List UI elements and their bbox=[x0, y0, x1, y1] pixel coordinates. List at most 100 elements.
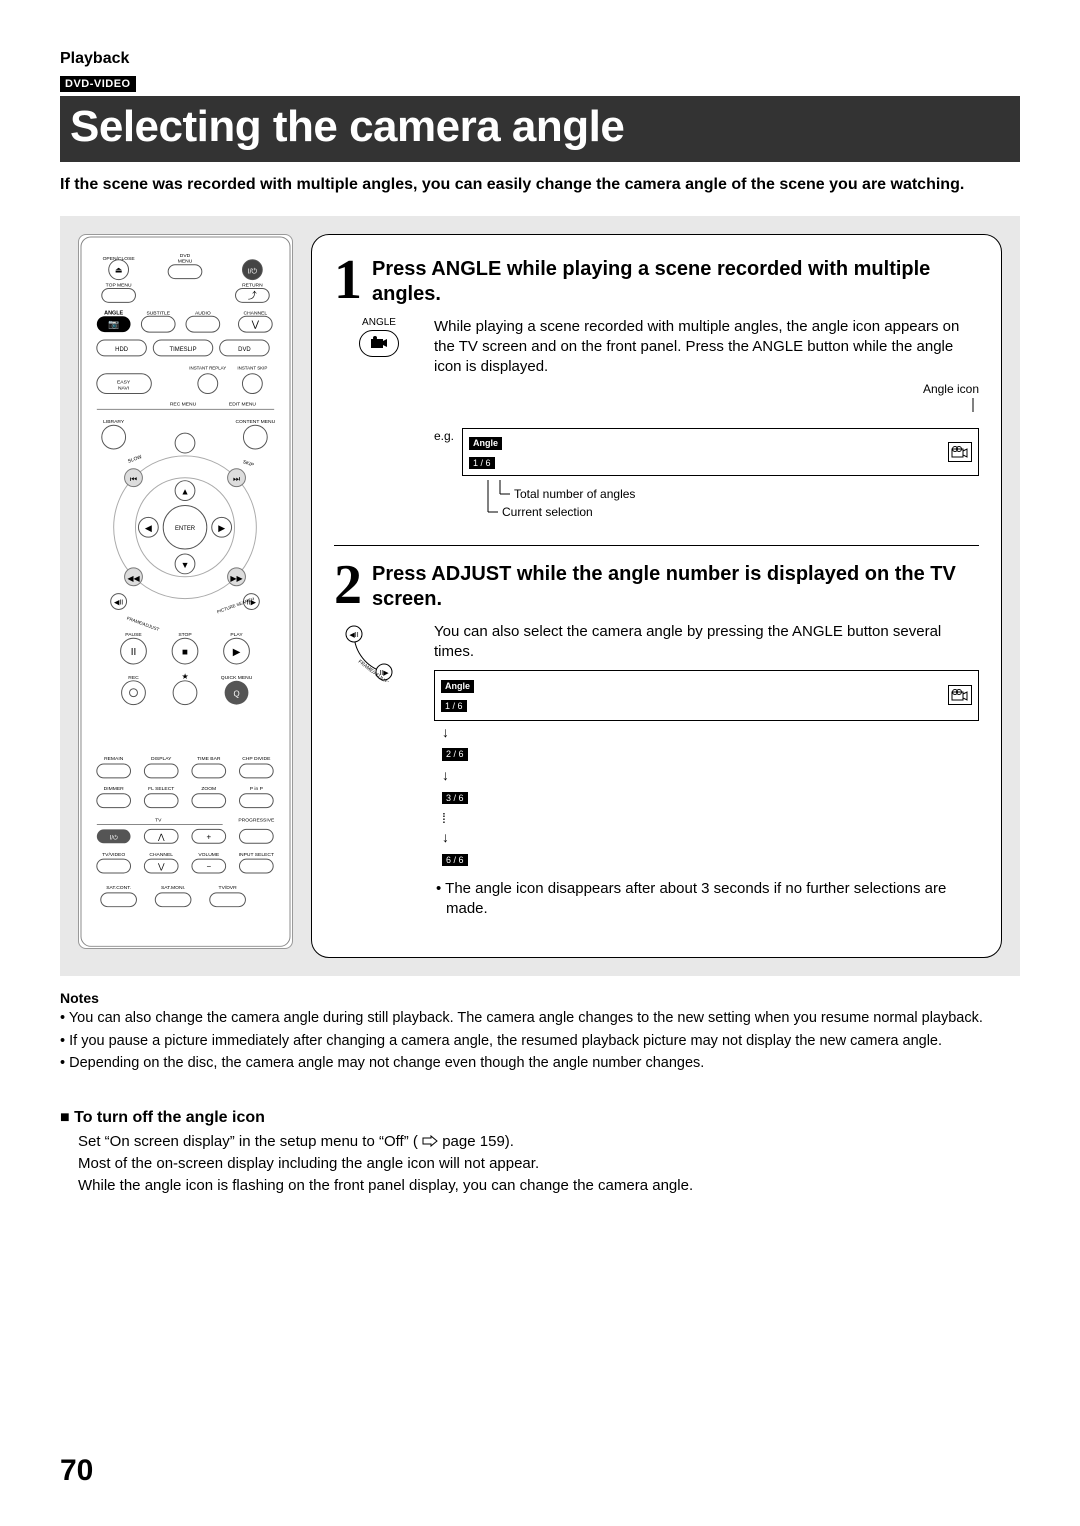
svg-text:◀◀: ◀◀ bbox=[127, 573, 140, 582]
svg-text:TIME BAR: TIME BAR bbox=[197, 756, 221, 762]
svg-text:★: ★ bbox=[181, 671, 188, 680]
angle-sequence-box: Angle 1 / 6 bbox=[434, 670, 979, 721]
media-badge: DVD-VIDEO bbox=[60, 76, 136, 92]
svg-text:TV/VIDEO: TV/VIDEO bbox=[102, 852, 125, 858]
pointer-line bbox=[967, 398, 979, 414]
angle-icon-label: Angle icon bbox=[434, 381, 979, 397]
page-number: 70 bbox=[60, 1454, 93, 1488]
step-2-note: • The angle icon disappears after about … bbox=[434, 879, 979, 920]
turnoff-line3: While the angle icon is flashing on the … bbox=[78, 1177, 693, 1194]
svg-text:▶: ▶ bbox=[218, 523, 225, 533]
svg-text:◀II: ◀II bbox=[349, 632, 358, 639]
svg-text:PROGRESSIVE: PROGRESSIVE bbox=[238, 817, 275, 823]
svg-text:⏭: ⏭ bbox=[233, 474, 240, 483]
svg-text:TOP MENU: TOP MENU bbox=[106, 282, 132, 288]
camera-icon-2 bbox=[948, 685, 972, 705]
step-number-2: 2 bbox=[334, 560, 362, 610]
svg-text:+: + bbox=[206, 832, 211, 841]
svg-text:HDD: HDD bbox=[115, 347, 128, 353]
svg-text:TV/DVR: TV/DVR bbox=[219, 884, 238, 890]
svg-text:DVD: DVD bbox=[238, 347, 251, 353]
svg-text:EASY: EASY bbox=[117, 379, 131, 385]
svg-text:⋀: ⋀ bbox=[157, 832, 165, 841]
svg-text:INSTANT SKIP: INSTANT SKIP bbox=[237, 365, 267, 370]
angle-chip-2: Angle bbox=[441, 680, 474, 693]
intro-text: If the scene was recorded with multiple … bbox=[60, 174, 1020, 196]
svg-text:PAUSE: PAUSE bbox=[125, 632, 142, 638]
turnoff-line1b: page 159). bbox=[442, 1133, 514, 1150]
dotted-arrow-icon: ⁞↓ bbox=[442, 809, 979, 847]
svg-text:Q: Q bbox=[233, 689, 239, 698]
svg-text:AUDIO: AUDIO bbox=[195, 310, 211, 316]
svg-text:Total number of angles: Total number of angles bbox=[514, 487, 635, 501]
remote-svg: OPEN/CLOSE ⏏ DVD MENU I/⏻ TOP MENU RETUR… bbox=[78, 234, 293, 949]
svg-text:REC MENU: REC MENU bbox=[170, 401, 197, 407]
step-1-title: Press ANGLE while playing a scene record… bbox=[372, 255, 979, 307]
svg-text:◀II: ◀II bbox=[114, 599, 123, 606]
step-2-title: Press ADJUST while the angle number is d… bbox=[372, 560, 979, 612]
angle-chip: Angle bbox=[469, 437, 502, 450]
svg-text:ANGLE: ANGLE bbox=[104, 310, 123, 316]
step-divider bbox=[334, 545, 979, 546]
svg-text:QUICK MENU: QUICK MENU bbox=[221, 674, 253, 680]
svg-text:TIMESLIP: TIMESLIP bbox=[169, 347, 196, 353]
svg-text:STOP: STOP bbox=[178, 632, 192, 638]
turnoff-line2: Most of the on-screen display including … bbox=[78, 1155, 539, 1172]
svg-text:📷: 📷 bbox=[108, 319, 119, 329]
svg-text:TV: TV bbox=[155, 817, 162, 823]
svg-text:SAT.CONT.: SAT.CONT. bbox=[106, 884, 131, 890]
angle-label: ANGLE bbox=[344, 317, 414, 328]
svg-text:MENU: MENU bbox=[178, 258, 193, 264]
angle-seq-2: 3 / 6 bbox=[442, 792, 468, 804]
main-content-frame: OPEN/CLOSE ⏏ DVD MENU I/⏻ TOP MENU RETUR… bbox=[60, 216, 1020, 977]
svg-text:CHANNEL: CHANNEL bbox=[149, 852, 173, 858]
svg-text:⏏: ⏏ bbox=[115, 265, 122, 274]
svg-text:SUBTITLE: SUBTITLE bbox=[146, 310, 170, 316]
svg-text:▲: ▲ bbox=[181, 486, 190, 496]
section-label: Playback bbox=[60, 50, 1020, 68]
step-1-body: While playing a scene recorded with mult… bbox=[434, 317, 979, 527]
down-arrow-icon: ↓ bbox=[442, 723, 979, 742]
svg-text:INPUT SELECT: INPUT SELECT bbox=[239, 852, 274, 858]
svg-text:INSTANT REPLAY: INSTANT REPLAY bbox=[189, 365, 226, 370]
svg-text:⋁: ⋁ bbox=[157, 862, 165, 871]
svg-text:II: II bbox=[131, 647, 137, 658]
angle-seq-0: 1 / 6 bbox=[441, 700, 467, 712]
notes-list: You can also change the camera angle dur… bbox=[60, 1008, 1020, 1073]
camera-icon bbox=[948, 442, 972, 462]
eg-label: e.g. bbox=[434, 428, 454, 444]
svg-text:DISPLAY: DISPLAY bbox=[151, 756, 172, 762]
svg-text:P in P: P in P bbox=[250, 785, 264, 791]
step-1-body-text: While playing a scene recorded with mult… bbox=[434, 318, 959, 376]
angle-button-icon bbox=[359, 330, 399, 357]
page-ref-arrow-icon bbox=[422, 1135, 438, 1147]
angle-button-illustration: ANGLE bbox=[344, 317, 414, 527]
angle-seq-1: 2 / 6 bbox=[442, 748, 468, 760]
turnoff-line1a: Set “On screen display” in the setup men… bbox=[78, 1133, 418, 1150]
svg-text:▼: ▼ bbox=[181, 559, 190, 569]
svg-text:⏮: ⏮ bbox=[130, 474, 137, 483]
angle-value: 1 / 6 bbox=[469, 457, 495, 469]
svg-text:REMAIN: REMAIN bbox=[104, 756, 124, 762]
note-item: Depending on the disc, the camera angle … bbox=[60, 1053, 1020, 1073]
svg-text:⋁: ⋁ bbox=[251, 319, 260, 329]
svg-text:I/⏻: I/⏻ bbox=[248, 267, 258, 275]
note-item: You can also change the camera angle dur… bbox=[60, 1008, 1020, 1028]
svg-text:CHANNEL: CHANNEL bbox=[244, 310, 268, 316]
svg-text:NAVI: NAVI bbox=[118, 385, 129, 391]
step-2-body-text: You can also select the camera angle by … bbox=[434, 623, 941, 660]
instruction-pane: 1 Press ANGLE while playing a scene reco… bbox=[311, 234, 1002, 959]
svg-text:CONTENT MENU: CONTENT MENU bbox=[235, 419, 275, 425]
svg-text:Current selection: Current selection bbox=[502, 505, 593, 519]
svg-text:CHP DIVIDE: CHP DIVIDE bbox=[242, 756, 271, 762]
svg-text:▶▶: ▶▶ bbox=[230, 573, 243, 582]
remote-diagram: OPEN/CLOSE ⏏ DVD MENU I/⏻ TOP MENU RETUR… bbox=[78, 234, 293, 959]
step-1: 1 Press ANGLE while playing a scene reco… bbox=[334, 255, 979, 527]
down-arrow-icon: ↓ bbox=[442, 766, 979, 785]
adjust-illustration: ◀II II▶ FRAME/ADJUST bbox=[344, 622, 414, 920]
svg-text:ENTER: ENTER bbox=[175, 526, 196, 532]
note-item: If you pause a picture immediately after… bbox=[60, 1031, 1020, 1051]
svg-text:SAT.MONI.: SAT.MONI. bbox=[161, 884, 185, 890]
notes-heading: Notes bbox=[60, 990, 1020, 1006]
svg-text:EDIT MENU: EDIT MENU bbox=[229, 401, 257, 407]
